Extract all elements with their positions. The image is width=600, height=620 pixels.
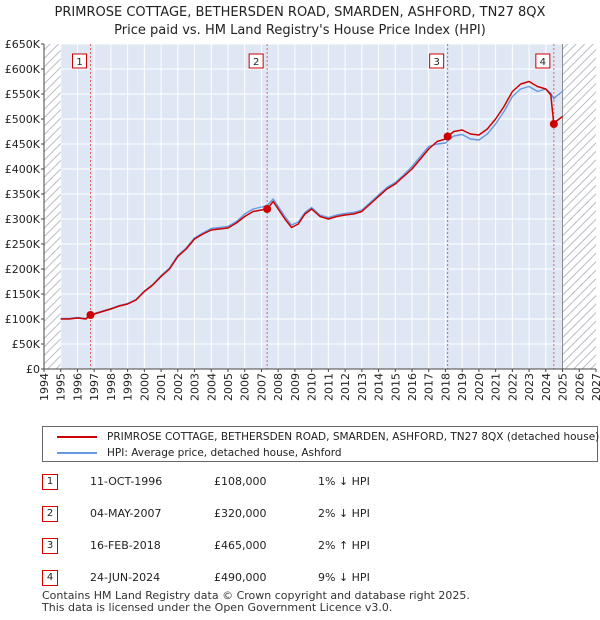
x-tick-label: 2022 <box>506 373 519 401</box>
y-tick-label: £150K <box>5 288 41 301</box>
sale-label-number: 4 <box>540 57 546 68</box>
y-tick-label: £400K <box>5 163 41 176</box>
legend-label-hpi: HPI: Average price, detached house, Ashf… <box>107 447 342 459</box>
y-tick-label: £100K <box>5 313 41 326</box>
x-tick-label: 2008 <box>272 373 285 401</box>
sale-hpi-diff: 2% ↓ HPI <box>318 507 370 520</box>
sale-point <box>443 132 452 141</box>
series-line-property <box>60 80 563 320</box>
sale-row: 1 11-OCT-1996 £108,000 1% ↓ HPI <box>0 472 600 492</box>
footer-line-1: Contains HM Land Registry data © Crown c… <box>42 589 470 602</box>
x-tick-label: 2026 <box>573 373 586 401</box>
x-tick-label: 2019 <box>456 373 469 401</box>
x-tick-label: 2027 <box>590 373 600 401</box>
x-tick-label: 1994 <box>38 373 51 401</box>
x-tick-label: 2021 <box>490 373 503 401</box>
sale-number-badge: 3 <box>42 538 58 554</box>
x-tick-label: 1999 <box>122 373 135 401</box>
sale-row: 3 16-FEB-2018 £465,000 2% ↑ HPI <box>0 536 600 556</box>
x-tick-label: 1998 <box>105 373 118 401</box>
x-tick-label: 2000 <box>138 373 151 401</box>
x-tick-label: 2002 <box>172 373 185 401</box>
x-tick-label: 2006 <box>239 373 252 401</box>
sale-price: £108,000 <box>214 475 267 488</box>
y-tick-label: £250K <box>5 238 41 251</box>
y-tick-label: £450K <box>5 138 41 151</box>
legend-swatch-hpi <box>57 452 97 454</box>
legend-label-property: PRIMROSE COTTAGE, BETHERSDEN ROAD, SMARD… <box>107 431 600 443</box>
sale-date: 24-JUN-2024 <box>90 571 161 584</box>
title-line-1: PRIMROSE COTTAGE, BETHERSDEN ROAD, SMARD… <box>54 5 546 20</box>
x-tick-label: 2013 <box>356 373 369 401</box>
x-tick-label: 2023 <box>523 373 536 401</box>
x-tick-label: 2012 <box>339 373 352 401</box>
sale-hpi-diff: 9% ↓ HPI <box>318 571 370 584</box>
x-tick-label: 2003 <box>189 373 202 401</box>
sale-point <box>263 205 272 213</box>
y-tick-label: £650K <box>5 38 41 51</box>
x-tick-label: 1995 <box>55 373 68 401</box>
x-tick-label: 2009 <box>289 373 302 401</box>
sale-label-box <box>248 53 264 69</box>
plot-area <box>44 44 596 369</box>
sale-row: 4 24-JUN-2024 £490,000 9% ↓ HPI <box>0 568 600 588</box>
x-tick-label: 2024 <box>540 373 553 401</box>
y-tick-label: £300K <box>5 213 41 226</box>
title-line-2: Price paid vs. HM Land Registry's House … <box>114 23 486 38</box>
x-tick-label: 2014 <box>373 373 386 401</box>
x-tick-label: 2005 <box>222 373 235 401</box>
hatch-area-after <box>562 44 596 369</box>
x-tick-label: 2025 <box>557 373 570 401</box>
y-tick-label: £550K <box>5 88 41 101</box>
sale-price: £490,000 <box>214 571 267 584</box>
x-tick-label: 1997 <box>88 373 101 401</box>
x-tick-label: 2015 <box>389 373 402 401</box>
chart-legend: PRIMROSE COTTAGE, BETHERSDEN ROAD, SMARD… <box>42 426 600 462</box>
y-tick-label: £500K <box>5 113 41 126</box>
x-tick-label: 2001 <box>155 373 168 401</box>
x-tick-label: 2017 <box>423 373 436 401</box>
sale-date: 16-FEB-2018 <box>90 539 161 552</box>
sale-hpi-diff: 1% ↓ HPI <box>318 475 370 488</box>
sale-hpi-diff: 2% ↑ HPI <box>318 539 370 552</box>
footer-attribution: Contains HM Land Registry data © Crown c… <box>42 590 470 614</box>
sale-number-badge: 2 <box>42 506 58 522</box>
x-tick-label: 2020 <box>473 373 486 401</box>
x-tick-label: 2010 <box>306 373 319 401</box>
sale-label-number: 2 <box>253 57 259 68</box>
hatch-area-before <box>44 44 61 369</box>
sale-point <box>86 311 95 319</box>
sale-label-box <box>535 53 551 69</box>
x-tick-label: 2018 <box>439 373 452 401</box>
sale-point <box>549 120 558 128</box>
sale-row: 2 04-MAY-2007 £320,000 2% ↓ HPI <box>0 504 600 524</box>
y-tick-label: £600K <box>5 63 41 76</box>
x-tick-label: 2004 <box>205 373 218 401</box>
sale-date: 11-OCT-1996 <box>90 475 163 488</box>
x-tick-label: 2016 <box>406 373 419 401</box>
sale-date: 04-MAY-2007 <box>90 507 162 520</box>
sale-price: £465,000 <box>214 539 267 552</box>
sale-number-badge: 4 <box>42 570 58 586</box>
sale-label-box <box>72 53 88 69</box>
footer-line-2: This data is licensed under the Open Gov… <box>42 601 393 614</box>
y-tick-label: £350K <box>5 188 41 201</box>
price-chart: 1 2 3 4 £0 £50K £100K £150K £200K £250K £300K £350… <box>5 38 600 401</box>
x-tick-label: 1996 <box>71 373 84 401</box>
x-tick-label: 2007 <box>255 373 268 401</box>
sale-label-number: 3 <box>433 57 439 68</box>
sale-label-box <box>429 53 445 69</box>
y-tick-label: £50K <box>12 338 41 351</box>
sale-label-number: 1 <box>76 57 82 68</box>
y-tick-label: £0 <box>26 363 40 376</box>
sale-price: £320,000 <box>214 507 267 520</box>
sale-number-badge: 1 <box>42 474 58 490</box>
legend-swatch-property <box>57 436 97 438</box>
x-tick-label: 2011 <box>322 373 335 401</box>
y-tick-label: £200K <box>5 263 41 276</box>
chart-title: PRIMROSE COTTAGE, BETHERSDEN ROAD, SMARD… <box>0 4 600 40</box>
